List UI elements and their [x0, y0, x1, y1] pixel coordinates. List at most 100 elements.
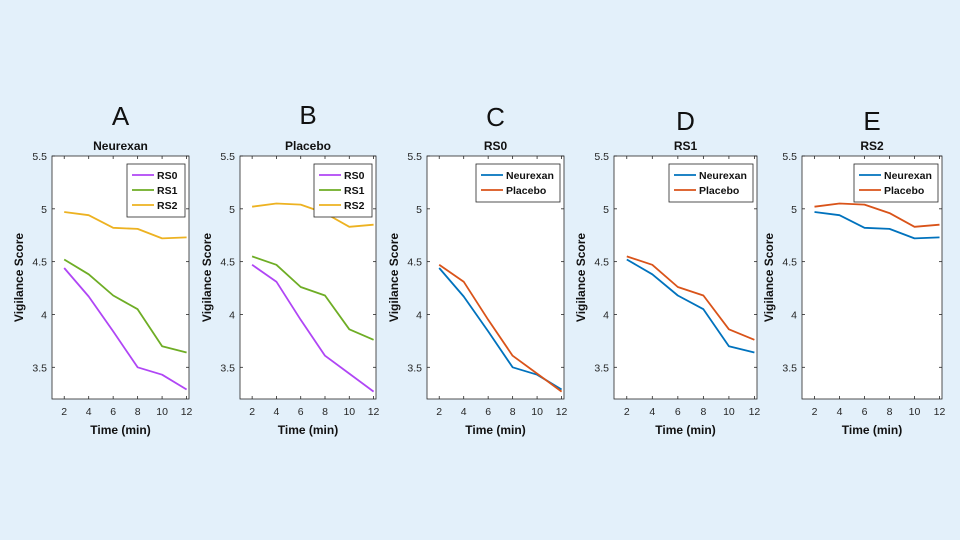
chart-panel-e: E RS2 3.5 4 4.5 5 5.5 2 4 6 8 10 12 Time (min) Vigilan…	[762, 106, 945, 437]
legend: Neurexan Placebo	[853, 163, 939, 203]
y-tick-label: 4	[41, 309, 47, 321]
y-axis-label: Vigilance Score	[762, 233, 776, 322]
legend-box	[475, 163, 561, 203]
y-tick-label: 4.5	[782, 257, 797, 269]
y-tick-label: 3.5	[220, 362, 235, 374]
y-tick-label: 4	[791, 309, 797, 321]
legend-box	[853, 163, 939, 203]
x-tick-label: 4	[274, 406, 280, 418]
x-tick-label: 6	[485, 406, 491, 418]
x-tick-label: 10	[531, 406, 543, 418]
x-tick-label: 2	[249, 406, 255, 418]
x-tick-label: 10	[343, 406, 355, 418]
x-tick-label: 8	[887, 406, 893, 418]
x-tick-label: 6	[110, 406, 116, 418]
y-tick-label: 5.5	[594, 151, 609, 163]
x-tick-label: 12	[368, 406, 380, 418]
y-axis-label: Vigilance Score	[12, 233, 26, 322]
x-axis-label: Time (min)	[465, 423, 525, 437]
x-axis-label: Time (min)	[655, 423, 715, 437]
x-tick-label: 8	[700, 406, 706, 418]
x-tick-label: 4	[649, 406, 655, 418]
y-tick-label: 5.5	[220, 151, 235, 163]
y-tick-label: 4.5	[220, 257, 235, 269]
x-tick-label: 12	[181, 406, 193, 418]
panel-letter: C	[486, 102, 505, 132]
legend-box	[668, 163, 754, 203]
x-tick-label: 8	[322, 406, 328, 418]
chart-title: RS2	[860, 139, 884, 153]
x-tick-label: 4	[86, 406, 92, 418]
panel-letter: D	[676, 106, 695, 136]
x-tick-label: 2	[624, 406, 630, 418]
y-axis-label: Vigilance Score	[574, 233, 588, 322]
x-tick-label: 6	[675, 406, 681, 418]
y-axis-label: Vigilance Score	[200, 233, 214, 322]
series-line-rs0	[251, 264, 375, 393]
y-tick-label: 5	[791, 204, 797, 216]
x-tick-label: 2	[436, 406, 442, 418]
y-tick-label: 3.5	[32, 362, 47, 374]
y-tick-label: 5.5	[32, 151, 47, 163]
chart-title: Placebo	[285, 139, 331, 153]
series-line-neurexan	[626, 258, 755, 354]
series-line-neurexan	[814, 211, 940, 240]
series-line-rs2	[251, 202, 374, 228]
x-tick-label: 4	[461, 406, 467, 418]
x-tick-label: 10	[909, 406, 921, 418]
y-tick-label: 5.5	[407, 151, 422, 163]
legend-label: RS1	[344, 185, 365, 197]
x-tick-label: 10	[156, 406, 168, 418]
legend: RS0 RS1 RS2	[126, 163, 186, 218]
legend: Neurexan Placebo	[668, 163, 754, 203]
legend-label: Neurexan	[506, 170, 554, 182]
y-tick-label: 5.5	[782, 151, 797, 163]
x-tick-label: 12	[934, 406, 946, 418]
legend-label: Placebo	[699, 185, 739, 197]
panel-letter: A	[112, 101, 130, 131]
x-tick-label: 12	[556, 406, 568, 418]
x-tick-label: 10	[723, 406, 735, 418]
y-tick-label: 5	[229, 204, 235, 216]
y-tick-label: 3.5	[594, 362, 609, 374]
legend-label: RS0	[157, 170, 178, 182]
legend-label: RS0	[344, 170, 365, 182]
chart-panel-b: B Placebo 3.5 4 4.5 5 5.5 2 4 6 8 10 12 Time (min) Vig…	[200, 100, 380, 437]
y-tick-label: 4	[229, 309, 235, 321]
chart-panel-c: C RS0 3.5 4 4.5 5 5.5 2 4 6 8 10 12 Time (min) Vigilan…	[387, 102, 568, 437]
legend-label: RS2	[344, 200, 365, 212]
y-tick-label: 3.5	[407, 362, 422, 374]
y-tick-label: 4.5	[407, 257, 422, 269]
y-tick-label: 5	[41, 204, 47, 216]
series-line-placebo	[814, 202, 940, 228]
chart-panel-d: D RS1 3.5 4 4.5 5 5.5 2 4 6 8 10 12 Time (min) Vigilan…	[574, 106, 760, 437]
y-tick-label: 4.5	[594, 257, 609, 269]
legend-label: RS1	[157, 185, 178, 197]
y-axis-label: Vigilance Score	[387, 233, 401, 322]
y-tick-label: 4	[603, 309, 609, 321]
x-axis-label: Time (min)	[278, 423, 338, 437]
y-tick-label: 3.5	[782, 362, 797, 374]
panel-letter: E	[863, 106, 880, 136]
x-axis-label: Time (min)	[90, 423, 150, 437]
chart-panel-a: A Neurexan 3.5 4 4.5 5 5.5 2 4 6 8 10 12 Time (min) Vi…	[12, 101, 193, 437]
series-line-rs1	[251, 255, 374, 341]
x-tick-label: 2	[812, 406, 818, 418]
x-tick-label: 6	[862, 406, 868, 418]
legend-label: Neurexan	[699, 170, 747, 182]
x-tick-label: 8	[510, 406, 516, 418]
chart-title: RS0	[484, 139, 508, 153]
x-tick-label: 2	[61, 406, 67, 418]
series-line-placebo	[626, 255, 755, 341]
legend-label: Placebo	[506, 185, 546, 197]
series-line-rs0	[63, 267, 188, 391]
x-axis-label: Time (min)	[842, 423, 902, 437]
chart-title: RS1	[674, 139, 698, 153]
legend-label: RS2	[157, 200, 178, 212]
legend: Neurexan Placebo	[475, 163, 561, 203]
x-tick-label: 6	[298, 406, 304, 418]
x-tick-label: 4	[837, 406, 843, 418]
chart-title: Neurexan	[93, 139, 148, 153]
legend-label: Placebo	[884, 185, 924, 197]
